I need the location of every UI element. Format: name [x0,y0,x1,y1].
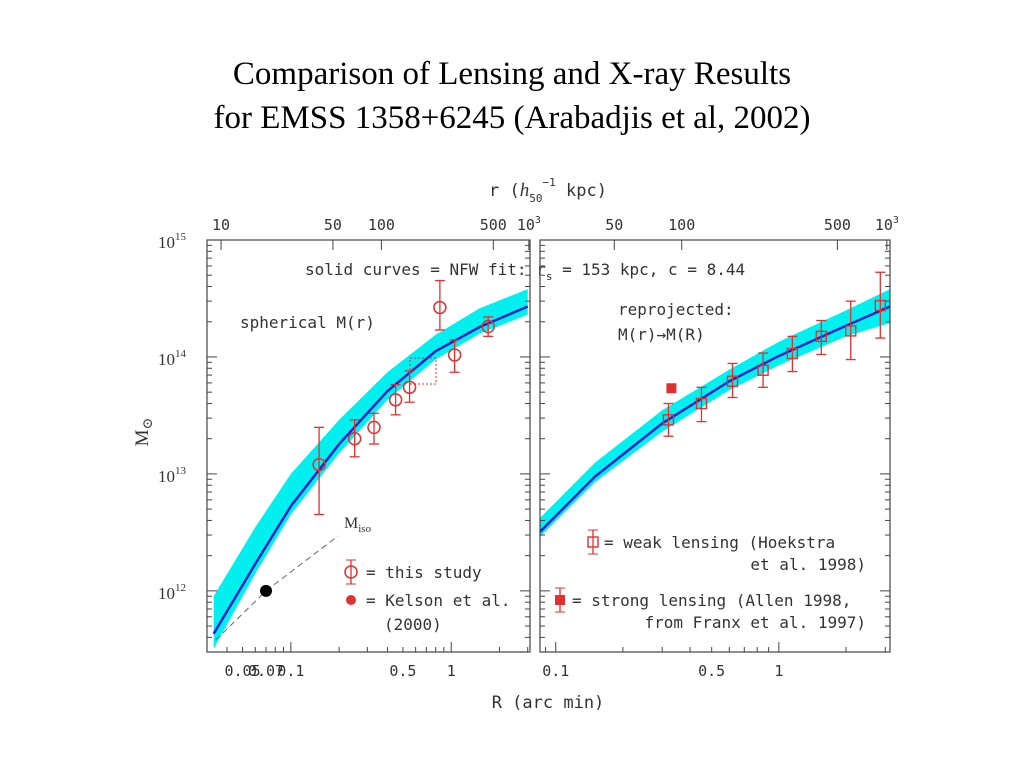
y-axis-label-symbol: ⊙ [141,418,156,430]
this-study-point [481,319,495,334]
top-tick-label: 100 [368,216,395,234]
panel-spherical: 0.050.070.1 0.5 1 10 50 100 500 103 Miso spherica… [206,215,541,680]
this-study-point [433,300,447,315]
panel-frame [206,239,531,653]
nfw-annotation: solid curves = NFW fit: rs = 153 kpc, c … [305,260,745,283]
legend-text-strong-ref: from Franx et al. 1997) [644,613,866,632]
kelson-point [260,584,273,597]
y-tick-exponent: 15 [175,231,187,243]
weak-lensing-point [726,375,739,387]
top-tick-label: 500 [824,216,851,234]
miso-dashed-line [215,590,267,641]
legend-filled-square [555,595,565,605]
bottom-tick-label: 1 [447,662,456,680]
legend-open-circle [344,565,358,579]
y-tick-label: 1013 [158,465,187,486]
legend-text-this-study: = this study [366,563,482,582]
top-tick-label: 50 [605,216,623,234]
legend-text-strong: = strong lensing (Allen 1998, [572,591,851,610]
y-tick-label: 1012 [158,582,186,603]
y-tick-label: 1015 [158,231,187,252]
top-tick-label: 103 [517,215,541,234]
legend-filled-circle [346,595,356,605]
legend-text-kelson: = Kelson et al. [366,591,511,610]
legend-spherical: = this study = Kelson et al. (2000) [344,559,511,634]
panel-text-reprojected-1: reprojected: [618,300,734,319]
miso-label-sub: iso [358,523,371,535]
y-tick-exponent: 13 [175,465,187,477]
legend-text-kelson-year: (2000) [384,615,442,634]
top-axis-label-sup: −1 [543,176,556,189]
panel-reprojected: 0.1 0.5 1 50 100 500 103 reprojected: M(r)→M(R) =… [539,215,899,680]
weak-lensing-point [845,325,857,337]
panel-text-reprojected-2: M(r)→M(R) [618,325,705,344]
bottom-axis-label: R (arc min) [492,693,605,713]
y-tick-label: 1014 [158,348,187,369]
this-study-point [388,393,403,407]
dotted-box [409,357,437,385]
top-axis-label: r (h50−1 kpc) [489,176,607,205]
bottom-tick-label: 1 [774,662,783,680]
weak-lensing-point [662,414,675,426]
top-tick-exponent: 3 [893,215,899,226]
legend-open-square [587,536,599,548]
bottom-tick-label: 0.5 [698,662,725,680]
bottom-tick-label: 0.1 [277,662,304,680]
top-tick-label: 103 [875,215,899,234]
weak-lensing-point [815,330,827,343]
top-axis-label-h: h [520,180,530,201]
top-tick-label: 10 [212,216,230,234]
panel-frame [539,239,891,653]
weak-lensing-point [695,397,708,410]
weak-lensing-point [786,347,799,360]
top-tick-label: 500 [480,216,507,234]
y-tick-exponent: 14 [175,348,187,360]
top-axis-label-sub: 50 [529,192,542,205]
bottom-tick-label: 0.5 [389,662,416,680]
this-study-point [347,431,362,446]
miso-dashed-line [265,535,339,592]
slide-title: Comparison of Lensing and X-ray Results … [0,52,1024,140]
nfw-annotation-sub: s [546,270,553,283]
this-study-point [447,348,462,362]
bottom-tick-label: 0.07 [248,662,284,680]
weak-lensing-point [874,299,887,312]
legend-text-weak-ref: et al. 1998) [750,555,866,574]
strong-lensing-point [666,383,677,394]
top-tick-label: 100 [668,216,695,234]
this-study-point [402,380,417,395]
top-tick-label: 50 [324,216,342,234]
legend-text-weak: = weak lensing (Hoekstra [604,533,835,552]
title-line-2: for EMSS 1358+6245 (Arabadjis et al, 200… [213,100,811,136]
miso-label: Miso [344,515,372,535]
legend-reprojected: = weak lensing (Hoekstra et al. 1998) = st… [555,529,866,632]
this-study-point [312,457,326,472]
panel-text-spherical: spherical M(r) [240,313,375,332]
title-line-1: Comparison of Lensing and X-ray Results [232,56,792,92]
bottom-tick-label: 0.05 [225,662,261,680]
top-tick-exponent: 3 [535,215,541,226]
confidence-band [213,289,528,649]
top-axis-label-suffix: kpc) [556,181,607,201]
this-study-point [367,420,381,435]
y-tick-exponent: 12 [175,582,186,594]
bottom-tick-label: 0.1 [542,662,569,680]
nfw-fit-curve [212,305,529,635]
y-axis-label: M⊙ [132,418,156,447]
weak-lensing-point [757,364,769,376]
confidence-band [540,289,890,537]
nfw-annotation-tail: = 153 kpc, c = 8.44 [552,260,745,279]
nfw-fit-curve [540,305,890,533]
